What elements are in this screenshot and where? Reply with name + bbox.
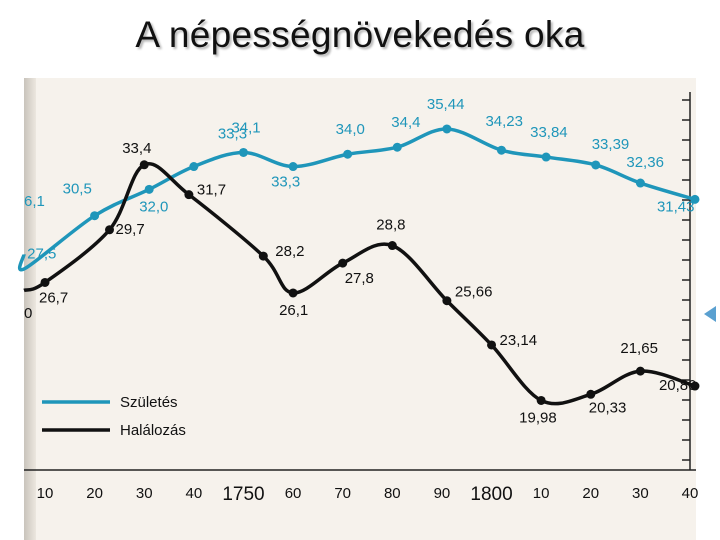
data-label: 33,3 — [271, 174, 300, 191]
data-label: 27,8 — [345, 270, 374, 287]
x-tick-label: 10 — [533, 485, 550, 502]
data-point — [338, 258, 348, 268]
data-label: 33,39 — [592, 136, 630, 153]
data-point — [139, 160, 149, 170]
data-label: 34,0 — [336, 121, 365, 138]
x-axis-tick-labels: 10 20 30 40 1750 60 70 80 90 1800 10 20 30 40 — [37, 484, 699, 505]
data-point — [541, 152, 551, 162]
x-tick-label: 20 — [582, 485, 599, 502]
data-label: 20,33 — [589, 399, 627, 416]
chart-photo-background — [24, 78, 696, 540]
data-label: 26,7 — [39, 289, 68, 306]
partial-data-label: 6,1 — [24, 193, 45, 210]
data-label: 26,1 — [279, 302, 308, 319]
right-axis-ticks — [682, 92, 691, 470]
x-tick-label: 90 — [434, 485, 451, 502]
data-point — [288, 288, 298, 298]
data-point — [258, 251, 268, 261]
data-label: 25,66 — [455, 284, 493, 301]
x-tick-label: 30 — [632, 485, 649, 502]
x-tick-label: 40 — [682, 485, 699, 502]
data-point — [392, 142, 402, 152]
x-tick-label: 20 — [86, 485, 103, 502]
data-label: 31,43 — [657, 198, 695, 215]
data-point — [144, 184, 154, 194]
data-label: 34,4 — [391, 114, 420, 131]
data-point — [442, 124, 452, 134]
data-point — [238, 147, 248, 157]
x-tick-label: 80 — [384, 485, 401, 502]
x-tick-label: 60 — [285, 485, 302, 502]
data-label: 33,3 — [218, 126, 247, 143]
data-label: 34,1 — [231, 119, 260, 136]
data-point — [288, 162, 298, 172]
data-point — [536, 395, 546, 405]
data-label: 23,14 — [500, 332, 538, 349]
x-tick-label: 30 — [136, 485, 153, 502]
x-tick-label: 70 — [334, 485, 351, 502]
data-point — [184, 190, 194, 200]
data-label: 33,84 — [530, 124, 568, 141]
page-binding-edge — [24, 78, 36, 540]
data-label: 27,5 — [27, 245, 56, 262]
series-szuletes: 27,530,532,033,334,133,334,0 34,435,4434,… — [17, 96, 700, 272]
data-label: 28,2 — [275, 243, 304, 260]
x-tick-label: 40 — [186, 485, 203, 502]
x-tick-label: 1750 — [222, 484, 264, 505]
legend-label: Születés — [120, 394, 178, 411]
data-point — [40, 277, 50, 287]
data-label: 28,8 — [376, 217, 405, 234]
legend-label: Halálozás — [120, 422, 186, 439]
data-point — [591, 160, 601, 170]
data-label: 21,65 — [620, 340, 658, 357]
data-point — [387, 241, 397, 251]
data-point — [442, 296, 452, 306]
data-point — [635, 366, 645, 376]
data-point — [586, 389, 596, 399]
data-point — [487, 340, 497, 350]
partial-data-label: 0 — [24, 305, 32, 322]
data-point — [90, 211, 100, 221]
data-label: 19,98 — [519, 409, 557, 426]
left-arrow-icon — [704, 306, 716, 322]
data-label: 29,7 — [116, 221, 145, 238]
data-label: 33,4 — [122, 140, 151, 157]
data-point — [690, 381, 700, 391]
data-point — [189, 162, 199, 172]
x-tick-label: 10 — [37, 485, 54, 502]
data-label: 20,80 — [659, 377, 697, 394]
data-label: 34,23 — [485, 113, 523, 130]
slide-title: A népességnövekedés oka — [135, 14, 585, 55]
data-point — [496, 145, 506, 155]
data-label: 31,7 — [197, 182, 226, 199]
series-halalozas: 26,7 29,7 33,4 31,7 28,2 26,1 27,8 28,8 25,66 23,… — [23, 140, 700, 426]
data-point — [105, 225, 114, 235]
data-point — [343, 149, 353, 159]
data-label: 30,5 — [63, 181, 92, 198]
data-point — [635, 178, 645, 188]
data-label: 32,36 — [626, 154, 664, 171]
data-label: 32,0 — [139, 198, 168, 215]
data-label: 35,44 — [427, 96, 465, 113]
x-tick-label: 1800 — [470, 484, 512, 505]
data-point — [690, 194, 700, 204]
chart-legend: Születés Halálozás — [42, 394, 186, 439]
